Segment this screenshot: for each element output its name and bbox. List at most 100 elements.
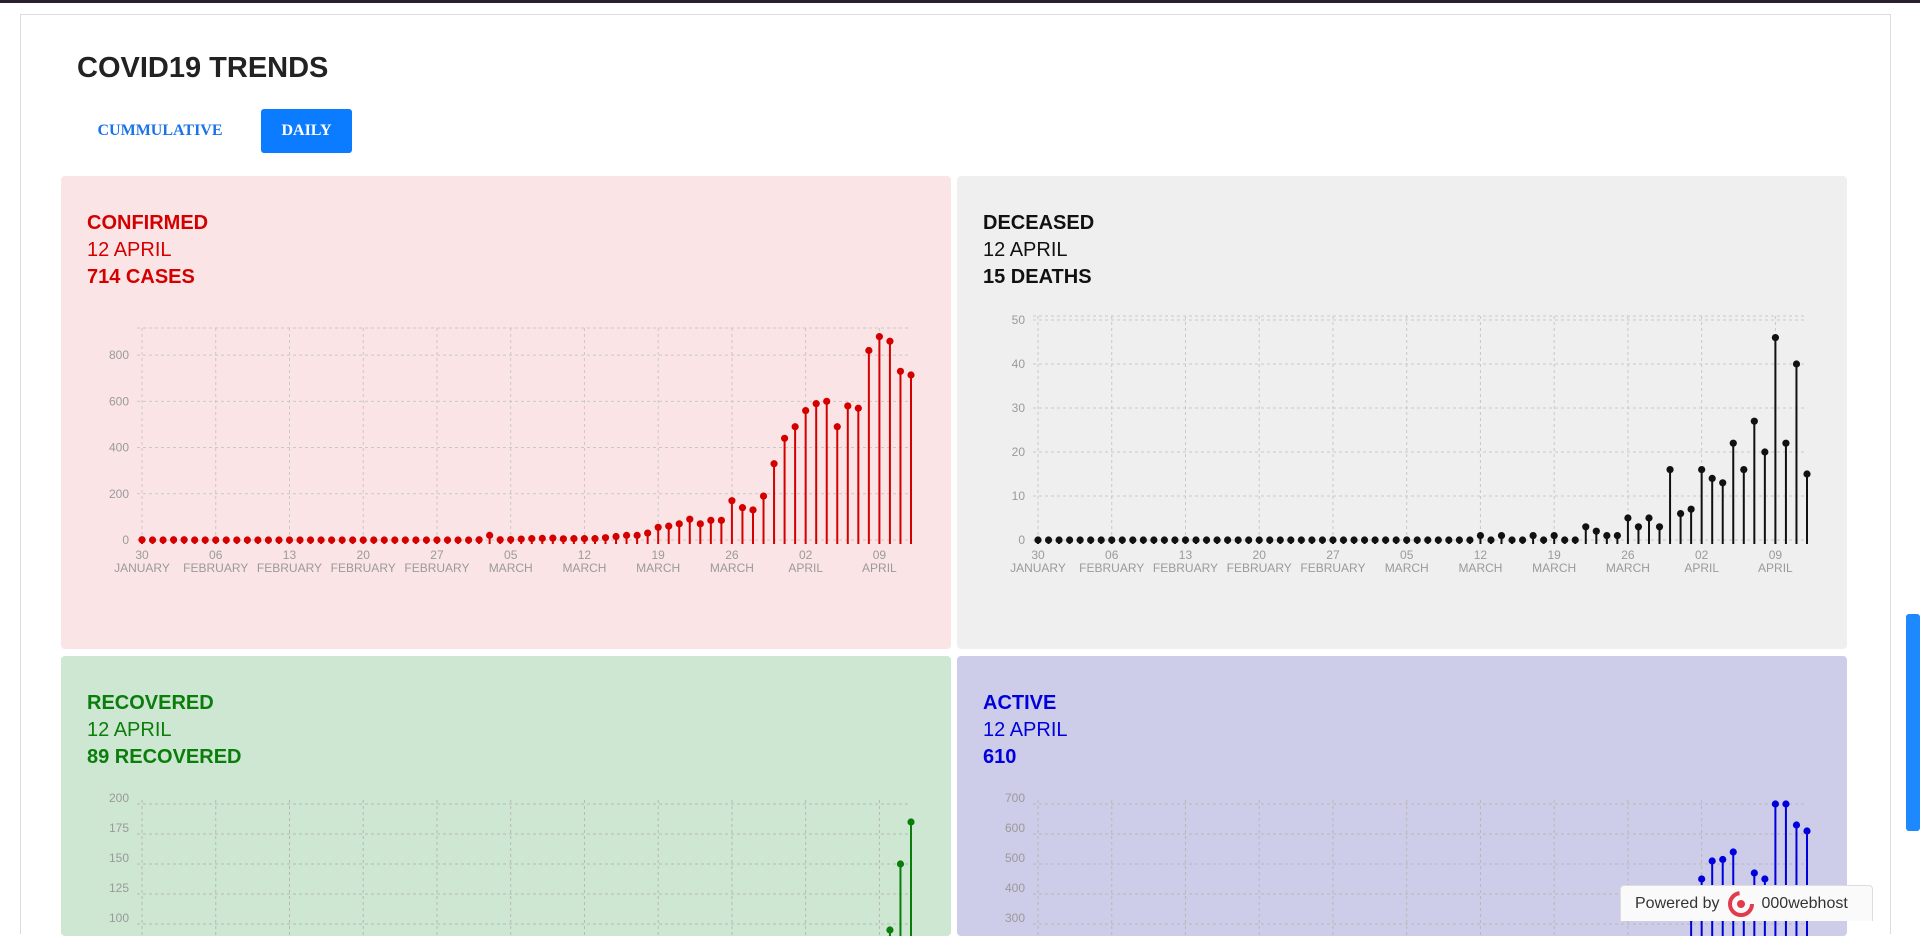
data-point[interactable]: [1529, 532, 1537, 540]
data-point[interactable]: [1540, 536, 1548, 544]
data-point[interactable]: [1139, 536, 1147, 544]
data-point[interactable]: [1761, 875, 1769, 883]
data-point[interactable]: [1613, 532, 1621, 540]
data-point[interactable]: [528, 535, 536, 543]
data-point[interactable]: [317, 536, 325, 544]
data-point[interactable]: [1329, 536, 1337, 544]
data-point[interactable]: [338, 536, 346, 544]
data-point[interactable]: [1719, 479, 1727, 487]
data-point[interactable]: [812, 400, 820, 408]
data-point[interactable]: [622, 531, 631, 539]
data-point[interactable]: [1466, 536, 1474, 544]
data-point[interactable]: [170, 536, 178, 544]
data-point[interactable]: [1803, 827, 1811, 835]
data-point[interactable]: [1445, 536, 1453, 544]
data-point[interactable]: [1497, 532, 1506, 540]
data-point[interactable]: [728, 497, 736, 505]
data-point[interactable]: [1382, 536, 1390, 544]
scrollbar-thumb[interactable]: [1906, 614, 1920, 831]
data-point[interactable]: [180, 536, 188, 544]
data-point[interactable]: [464, 536, 473, 544]
data-point[interactable]: [1729, 439, 1737, 447]
data-point[interactable]: [1634, 523, 1643, 531]
data-point[interactable]: [1424, 536, 1432, 544]
data-point[interactable]: [1708, 857, 1716, 865]
data-point[interactable]: [1655, 523, 1664, 531]
data-point[interactable]: [844, 402, 852, 410]
data-point[interactable]: [1698, 875, 1706, 883]
data-point[interactable]: [686, 515, 694, 523]
data-point[interactable]: [1708, 474, 1716, 482]
data-point[interactable]: [1698, 466, 1706, 474]
data-point[interactable]: [875, 333, 883, 341]
data-point[interactable]: [1034, 536, 1042, 544]
data-point[interactable]: [1255, 536, 1263, 544]
data-point[interactable]: [359, 536, 367, 544]
data-point[interactable]: [433, 536, 441, 544]
data-point[interactable]: [443, 536, 452, 544]
data-point[interactable]: [191, 536, 199, 544]
data-point[interactable]: [1181, 536, 1190, 544]
data-point[interactable]: [1350, 536, 1358, 544]
data-point[interactable]: [159, 536, 167, 544]
data-point[interactable]: [886, 337, 894, 345]
data-point[interactable]: [1339, 536, 1348, 544]
data-point[interactable]: [538, 534, 546, 542]
data-point[interactable]: [1171, 536, 1179, 544]
data-point[interactable]: [833, 423, 841, 431]
data-point[interactable]: [823, 397, 831, 405]
data-point[interactable]: [285, 536, 294, 544]
data-point[interactable]: [1108, 536, 1116, 544]
data-point[interactable]: [275, 536, 283, 544]
data-point[interactable]: [1761, 448, 1769, 456]
data-point[interactable]: [264, 536, 273, 544]
data-point[interactable]: [507, 535, 515, 544]
data-point[interactable]: [559, 535, 567, 543]
data-point[interactable]: [865, 346, 873, 355]
data-point[interactable]: [1202, 536, 1211, 544]
data-point[interactable]: [1392, 536, 1400, 544]
data-point[interactable]: [1097, 536, 1105, 544]
data-point[interactable]: [1403, 536, 1411, 544]
data-point[interactable]: [907, 818, 915, 826]
data-point[interactable]: [1792, 360, 1801, 368]
data-point[interactable]: [306, 536, 315, 544]
data-point[interactable]: [738, 504, 747, 512]
data-point[interactable]: [1150, 536, 1158, 544]
data-point[interactable]: [717, 516, 725, 524]
data-point[interactable]: [749, 506, 757, 514]
data-point[interactable]: [1624, 514, 1632, 522]
data-point[interactable]: [1782, 800, 1790, 808]
data-point[interactable]: [1434, 536, 1442, 544]
data-point[interactable]: [1687, 505, 1695, 513]
data-point[interactable]: [222, 536, 230, 544]
data-point[interactable]: [707, 516, 715, 524]
data-point[interactable]: [1666, 466, 1674, 474]
data-point[interactable]: [1224, 536, 1232, 544]
data-point[interactable]: [570, 535, 578, 543]
tab-cummulative[interactable]: CUMMULATIVE: [97, 122, 223, 139]
data-point[interactable]: [1550, 532, 1558, 540]
data-point[interactable]: [665, 522, 673, 530]
data-point[interactable]: [201, 536, 209, 544]
data-point[interactable]: [1803, 470, 1811, 478]
data-point[interactable]: [802, 406, 810, 415]
data-point[interactable]: [1066, 536, 1074, 544]
data-point[interactable]: [233, 536, 241, 544]
data-point[interactable]: [1044, 536, 1053, 544]
data-point[interactable]: [591, 535, 599, 543]
data-point[interactable]: [1076, 536, 1084, 544]
data-point[interactable]: [1297, 536, 1305, 544]
data-point[interactable]: [770, 460, 778, 468]
data-point[interactable]: [1561, 536, 1569, 544]
data-point[interactable]: [1645, 514, 1653, 522]
data-point[interactable]: [1603, 532, 1611, 540]
data-point[interactable]: [486, 531, 494, 539]
data-point[interactable]: [1192, 536, 1200, 544]
data-point[interactable]: [654, 523, 662, 531]
data-point[interactable]: [1582, 523, 1590, 531]
data-point[interactable]: [254, 536, 262, 544]
data-point[interactable]: [780, 434, 789, 442]
data-point[interactable]: [454, 536, 462, 544]
data-point[interactable]: [886, 926, 894, 934]
